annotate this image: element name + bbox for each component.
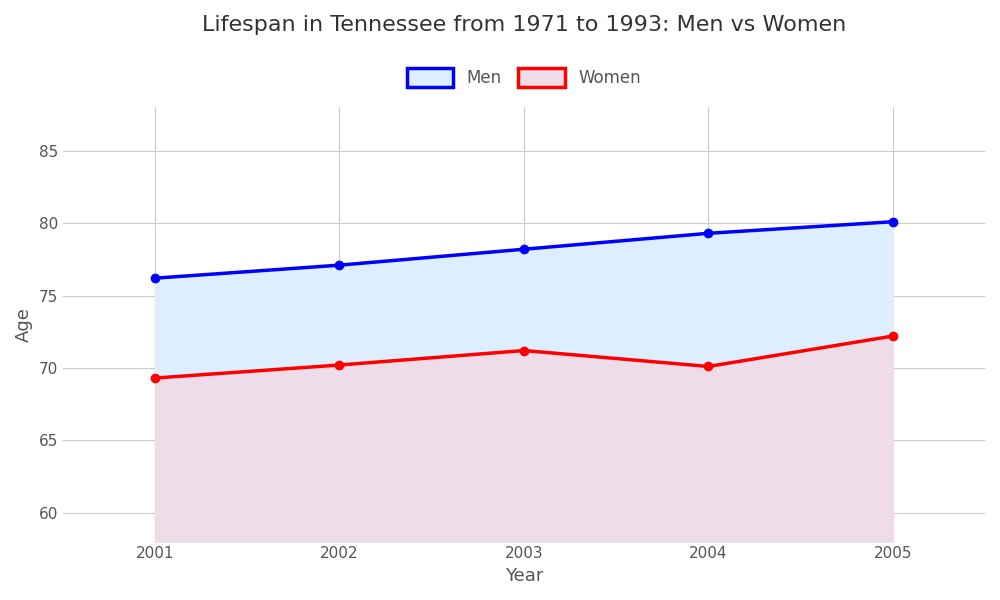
X-axis label: Year: Year (505, 567, 543, 585)
Title: Lifespan in Tennessee from 1971 to 1993: Men vs Women: Lifespan in Tennessee from 1971 to 1993:… (202, 15, 846, 35)
Legend: Men, Women: Men, Women (398, 59, 649, 95)
Y-axis label: Age: Age (15, 307, 33, 342)
